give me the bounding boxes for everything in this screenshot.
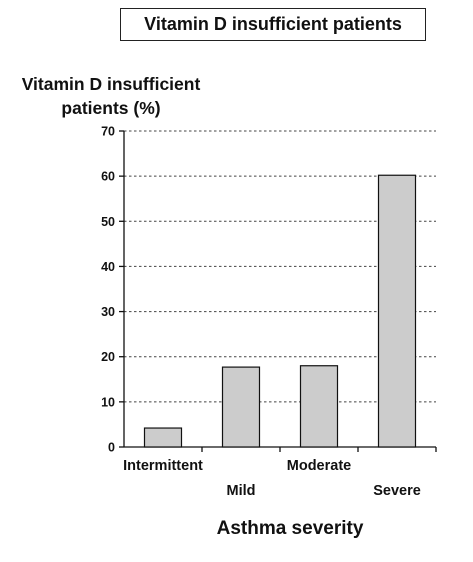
chart-title: Vitamin D insufficient patients: [144, 14, 402, 34]
y-axis-label-line-2: patients (%): [61, 98, 161, 118]
y-tick-label-60: 60: [101, 170, 115, 184]
x-category-label-moderate: Moderate: [287, 458, 351, 474]
bar-severe: [377, 174, 417, 448]
bar-moderate: [299, 365, 339, 448]
bar-mild: [221, 366, 261, 448]
y-axis-label-line-1: Vitamin D insufficient: [21, 74, 201, 94]
y-tick-label-30: 30: [101, 305, 115, 319]
y-tick-label-50: 50: [101, 215, 115, 229]
y-tick-label-10: 10: [101, 395, 115, 409]
y-axis-label: Vitamin D insufficient patients (%): [0, 72, 222, 120]
y-tick-label-0: 0: [108, 441, 115, 455]
chart-title-box: Vitamin D insufficient patients: [120, 8, 426, 41]
bar-intermittent: [143, 427, 183, 448]
x-category-label-intermittent: Intermittent: [123, 458, 203, 474]
y-tick-label-40: 40: [101, 260, 115, 274]
x-category-label-mild: Mild: [227, 483, 256, 499]
y-tick-label-70: 70: [101, 125, 115, 139]
x-axis-label: Asthma severity: [216, 518, 364, 539]
y-tick-label-20: 20: [101, 350, 115, 364]
x-category-label-severe: Severe: [373, 483, 421, 499]
